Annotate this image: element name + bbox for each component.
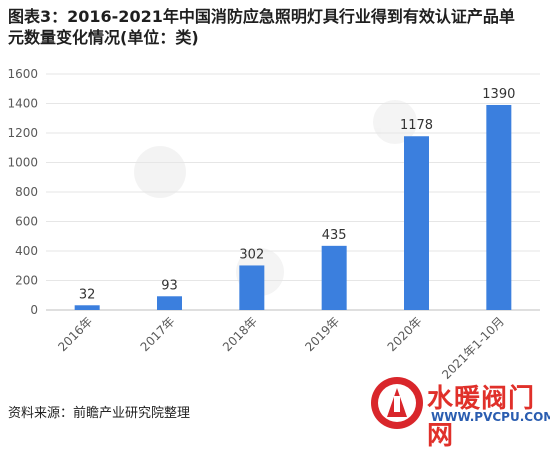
bar-value-label: 1390 [482,87,515,102]
x-tick-label: 2017年 [138,314,178,354]
bar-value-label: 302 [239,247,264,262]
bar [74,305,100,310]
y-tick-label: 200 [15,274,38,288]
y-tick-label: 800 [15,185,38,199]
y-tick-label: 600 [15,215,38,229]
bar [404,136,429,310]
logo-emblem-icon [371,377,423,429]
bar-chart: 32 93 302 435 1178 1390 0 200 400 600 800 1000 1200… [7,67,540,382]
bar-value-label: 32 [79,287,96,302]
bar [157,296,182,310]
chart-title: 图表3：2016-2021年中国消防应急照明灯具行业得到有效认证产品单元数量变化… [8,7,515,47]
bar-value-label: 93 [161,278,178,293]
bar-value-label: 1178 [400,118,433,133]
y-tick-label: 1400 [7,97,38,111]
x-tick-label: 2020年 [385,314,425,354]
y-tick-label: 0 [30,303,38,317]
x-tick-label: 2018年 [220,314,260,354]
y-tick-label: 1600 [7,67,38,81]
bar-value-label: 435 [322,228,347,243]
watermark-logo [134,100,417,296]
bar [239,265,265,310]
source-note: 资料来源：前瞻产业研究院整理 [8,406,191,421]
site-logo: 水暖阀门网 WWW.PVCPU.COM [367,372,550,451]
x-tick-label: 2019年 [302,314,342,354]
logo-url: WWW.PVCPU.COM [431,410,550,424]
bar [486,104,512,310]
bar [321,245,347,310]
y-tick-label: 1000 [7,156,38,170]
y-tick-label: 1200 [7,126,38,140]
y-tick-label: 400 [15,244,38,258]
x-tick-label: 2016年 [55,314,95,354]
